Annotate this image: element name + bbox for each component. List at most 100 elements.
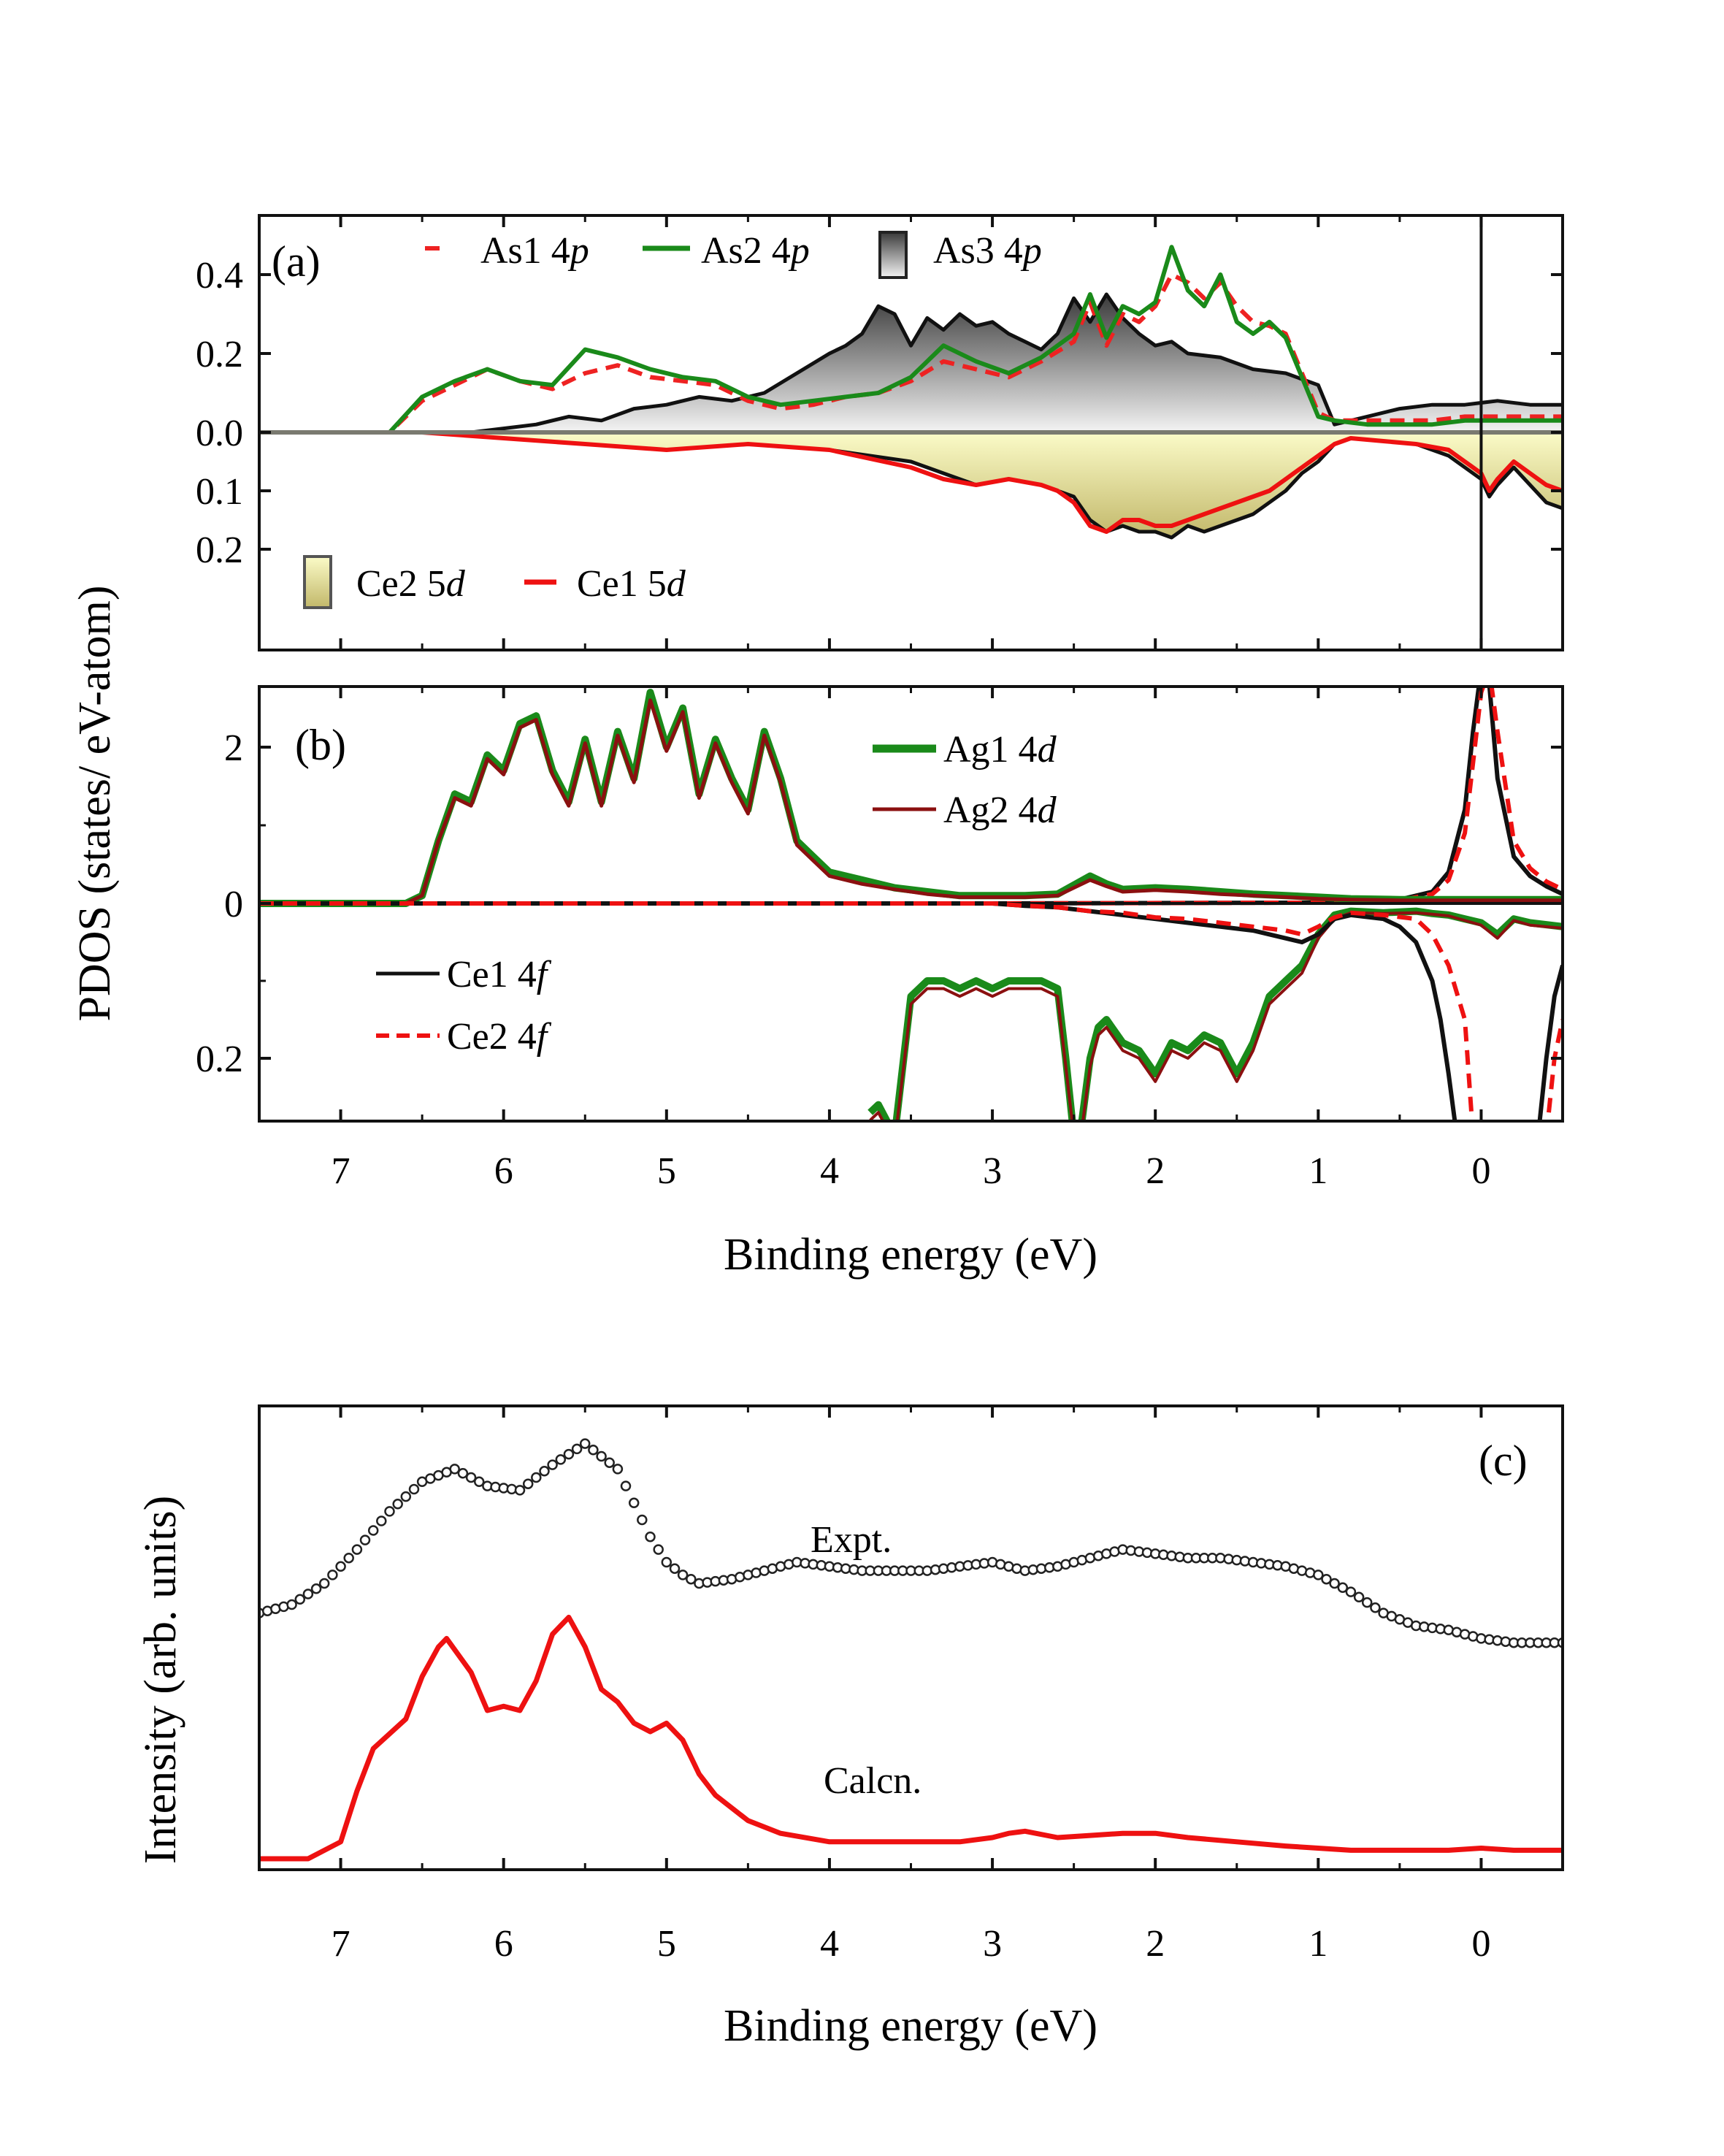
expt-point (1337, 1582, 1349, 1594)
panel-a-as2-4p-line (259, 245, 1563, 435)
panel-a-tag: (a) (272, 237, 321, 286)
panel-a: 0.4 0.2 0.0 0.1 0.2 (a) As1 4p As2 4p As3 4p… (196, 214, 1564, 651)
expt-point (628, 1497, 640, 1509)
expt-point (661, 1556, 673, 1568)
panel-b: 7 6 5 4 3 2 1 0 2 0 0.2 (b) Ag1 4d Ag2 4d Ce1 4f C… (196, 685, 1564, 1280)
panel-b-xtick-label: 0 (1471, 1150, 1490, 1192)
legend-as2-label: As2 4p (701, 230, 810, 272)
expt-point (286, 1599, 297, 1610)
panel-b-ag2-4d-upper (259, 698, 1563, 906)
expt-point (531, 1472, 542, 1483)
legend-ag1-label: Ag1 4d (943, 729, 1057, 771)
legend-ce2-5d-swatch (303, 555, 332, 609)
legend-ag2-label: Ag2 4d (943, 790, 1057, 831)
panel-c-ylabel: Intensity (arb. units) (136, 1496, 185, 1865)
expt-label: Expt. (811, 1519, 892, 1561)
expt-point (294, 1594, 306, 1605)
expt-point (686, 1573, 697, 1585)
panel-b-ytick-label: 2 (224, 727, 243, 769)
panel-a-as3-4p-line (259, 292, 1563, 435)
expt-point (563, 1448, 575, 1460)
expt-point (571, 1443, 583, 1455)
expt-point (449, 1464, 460, 1475)
panel-c-xtick-label: 4 (820, 1923, 839, 1965)
panel-c-plot-area (259, 1438, 1563, 1862)
panel-a-ytick-label: 0.2 (196, 530, 243, 571)
expt-point (408, 1483, 420, 1495)
expt-point (669, 1563, 681, 1574)
panel-b-xlabel: Binding energy (eV) (724, 1230, 1097, 1280)
panel-b-xtick-label: 7 (332, 1150, 350, 1192)
expt-point (653, 1544, 664, 1555)
expt-point (376, 1515, 387, 1526)
panel-a-ytick-label: 0.2 (196, 334, 243, 375)
expt-point (1361, 1597, 1373, 1608)
expt-point (604, 1457, 615, 1468)
expt-point (645, 1531, 656, 1543)
expt-point (302, 1589, 314, 1599)
expt-point (637, 1514, 648, 1526)
legend-ce1-5d-label: Ce1 5d (577, 563, 686, 605)
pdos-ylabel: PDOS (states/ eV-atom) (70, 586, 120, 1022)
expt-point (612, 1464, 624, 1475)
panel-a-series (259, 215, 1563, 650)
panel-c-xtick-label: 0 (1471, 1923, 1490, 1965)
expt-point (351, 1544, 363, 1555)
panel-c-xtick-label: 6 (494, 1923, 513, 1965)
expt-point (677, 1570, 689, 1580)
panel-b-legend-ag: Ag1 4d Ag2 4d (873, 729, 1057, 831)
panel-a-ce2-5d-fill (259, 432, 1563, 538)
panel-b-plot-area (259, 687, 1563, 1121)
panel-b-xtick-label: 5 (657, 1150, 676, 1192)
expt-point (1329, 1578, 1340, 1589)
panel-b-ce2-4f-lower (259, 901, 1474, 1121)
panel-c-xtick-label: 3 (983, 1923, 1002, 1965)
panel-a-ce2-5d-line (259, 430, 1563, 540)
expt-point (359, 1534, 371, 1545)
expt-point (310, 1583, 322, 1594)
expt-point (335, 1561, 346, 1572)
expt-point (596, 1450, 607, 1462)
panel-b-ytick-label: 0 (224, 884, 243, 925)
legend-as3-label: As3 4p (933, 230, 1042, 272)
expt-point (1370, 1602, 1381, 1613)
panel-b-xtick-label: 4 (820, 1150, 839, 1192)
panel-c-xtick-label: 7 (332, 1923, 350, 1965)
panel-c: 7 6 5 4 3 2 1 0 (c) Expt. Calcn. Binding energy… (136, 1404, 1564, 2051)
expt-point (1321, 1573, 1332, 1585)
panel-c-xtick-label: 5 (657, 1923, 676, 1965)
panel-c-xtick-label: 2 (1146, 1923, 1165, 1965)
expt-point (327, 1570, 338, 1580)
expt-point (473, 1476, 485, 1488)
panel-a-ytick-label: 0.4 (196, 255, 243, 297)
calcn-label: Calcn. (824, 1760, 922, 1802)
panel-c-xtick-label: 1 (1309, 1923, 1328, 1965)
panel-b-ce1-4f-above-e-f-lower (1537, 965, 1563, 1121)
expt-point (555, 1454, 567, 1465)
panel-c-expt-points (259, 1438, 1563, 1648)
expt-point (465, 1472, 477, 1483)
expt-point (522, 1478, 534, 1489)
panel-c-calcn-line (259, 1614, 1563, 1862)
panel-b-ticks: 7 6 5 4 3 2 1 0 2 0 0.2 (196, 685, 1564, 1192)
panel-c-series (259, 1438, 1563, 1862)
expt-point (620, 1480, 632, 1491)
expt-point (318, 1578, 330, 1589)
panel-a-ytick-label: 0.0 (196, 413, 243, 454)
panel-b-tag: (b) (295, 721, 346, 769)
expt-point (343, 1552, 354, 1564)
expt-point (400, 1491, 412, 1502)
panel-b-xtick-label: 3 (983, 1150, 1002, 1192)
expt-point (1313, 1570, 1324, 1580)
panel-a-plot-area (259, 215, 1563, 650)
expt-point (392, 1499, 403, 1510)
panel-b-xtick-label: 1 (1309, 1150, 1328, 1192)
panel-b-xtick-label: 2 (1146, 1150, 1165, 1192)
panel-a-as3-4p-fill (259, 294, 1563, 432)
legend-as1-label: As1 4p (480, 230, 589, 272)
expt-point (457, 1467, 469, 1479)
panel-b-series (259, 687, 1563, 1121)
panel-a-ytick-label: 0.1 (196, 471, 243, 513)
legend-as3-swatch (878, 231, 908, 279)
